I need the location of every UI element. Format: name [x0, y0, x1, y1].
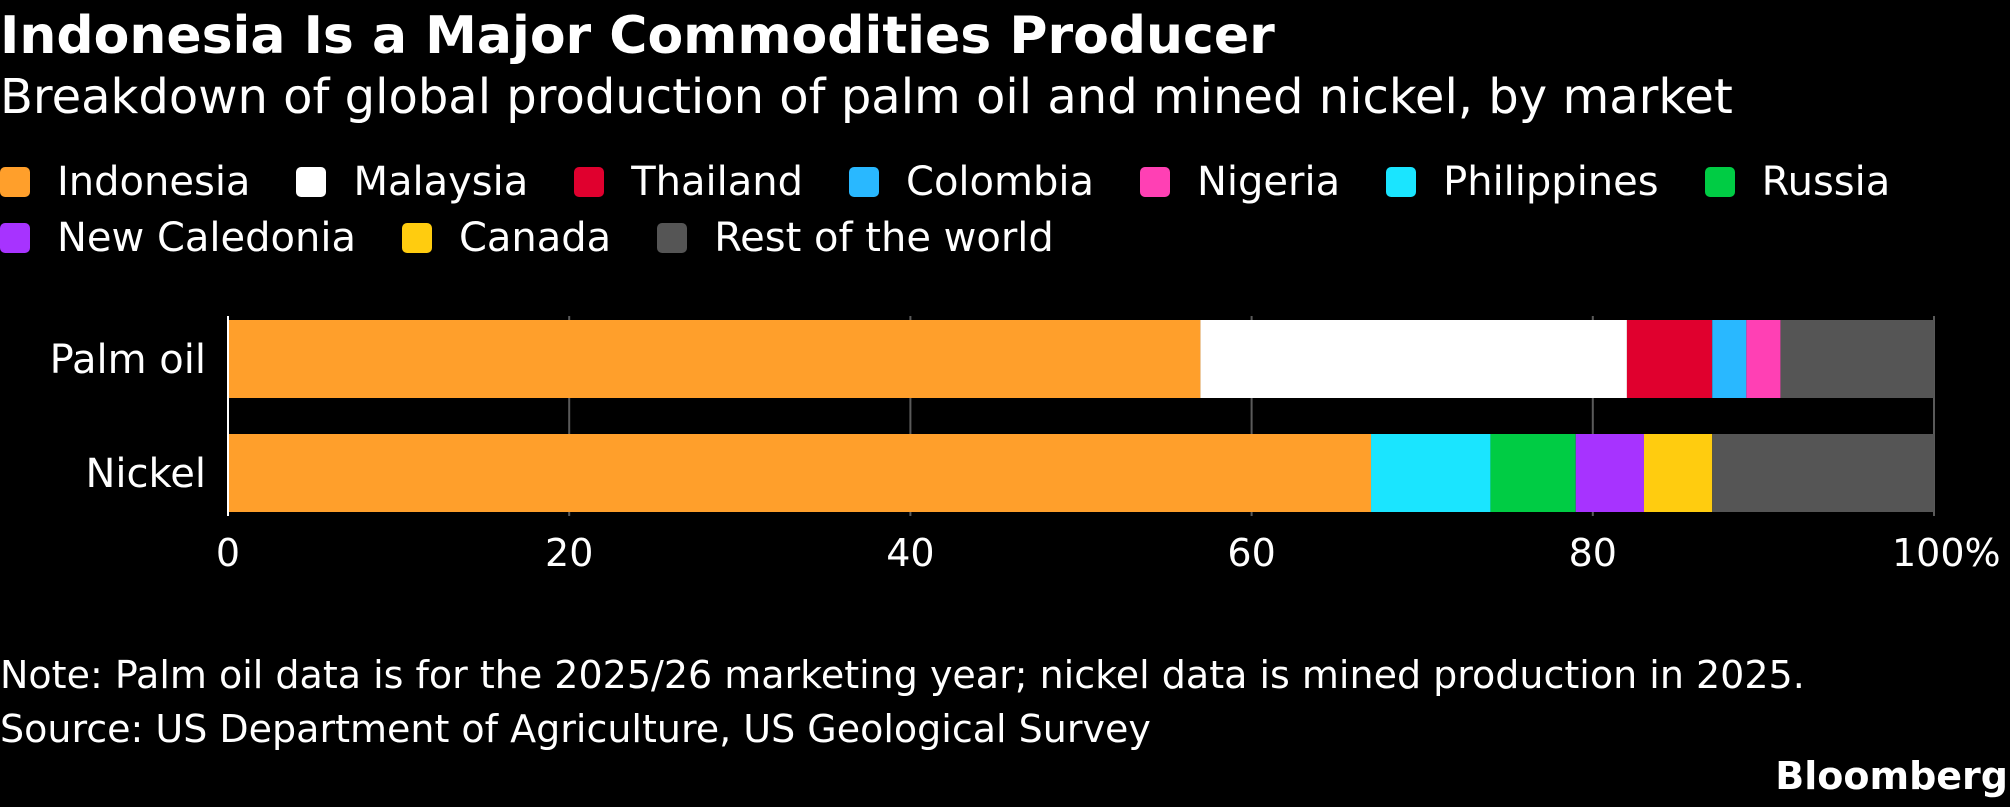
legend-swatch	[1704, 167, 1735, 197]
source-text: Source: US Department of Agriculture, US…	[0, 707, 1151, 751]
tick-label: 40	[886, 531, 934, 575]
tick-label: 80	[1569, 531, 1617, 575]
legend-item: Nigeria	[1139, 159, 1341, 205]
legend-item: Canada	[401, 215, 612, 261]
legend-item: Thailand	[574, 162, 803, 202]
plot-area: Palm oil Nickel 0 20 40 60 80 100%	[0, 300, 2010, 580]
bar-segment	[1371, 434, 1491, 512]
legend-swatch	[574, 167, 605, 197]
legend-label: Philippines	[1443, 159, 1659, 205]
legend-label: Malaysia	[353, 159, 529, 205]
chart-subtitle: Breakdown of global production of palm o…	[0, 69, 1733, 125]
legend-swatch	[849, 167, 880, 197]
bar-segment	[1626, 320, 1713, 398]
legend-swatch	[1139, 167, 1170, 197]
bar-segment	[1575, 434, 1644, 512]
legend-item: Malaysia	[296, 162, 528, 202]
legend-label: Russia	[1761, 159, 1891, 205]
legend-item: Indonesia	[0, 162, 250, 202]
legend-item: Rest of the world	[657, 218, 1054, 258]
legend-label: Indonesia	[57, 159, 251, 205]
legend-label: Colombia	[906, 159, 1094, 205]
tick-label: 20	[545, 531, 593, 575]
bloomberg-logo: Bloomberg	[1775, 754, 2008, 798]
legend-swatch	[296, 167, 327, 197]
category-label: Palm oil	[50, 337, 206, 383]
legend: Indonesia Malaysia Thailand Colombia Nigeria…	[0, 162, 1960, 258]
bar-segment	[228, 434, 1372, 512]
legend-label: Thailand	[631, 159, 804, 205]
legend-item: Philippines	[1386, 162, 1659, 202]
tick-label: 100%	[1892, 531, 2001, 575]
bar-segment	[1200, 320, 1627, 398]
bar-segment	[1780, 320, 1934, 398]
chart-title: Indonesia Is a Major Commodities Produce…	[0, 6, 1275, 66]
legend-item: Russia	[1704, 159, 1891, 205]
legend-swatch	[1386, 167, 1417, 197]
legend-swatch	[401, 223, 432, 253]
bar-segment	[228, 320, 1201, 398]
legend-item: New Caledonia	[0, 218, 356, 258]
legend-swatch	[657, 223, 688, 253]
bar-segment	[1643, 434, 1713, 512]
legend-label: Nigeria	[1196, 159, 1341, 205]
tick-label: 60	[1227, 531, 1275, 575]
bar-segment	[1490, 434, 1576, 512]
bar-segment	[1712, 434, 1934, 512]
tick-label: 0	[216, 531, 240, 575]
legend-swatch	[0, 223, 30, 253]
legend-swatch	[0, 167, 30, 197]
legend-label: Canada	[458, 215, 612, 261]
legend-label: Rest of the world	[714, 215, 1054, 261]
footnote: Note: Palm oil data is for the 2025/26 m…	[0, 648, 1805, 756]
note-text: Note: Palm oil data is for the 2025/26 m…	[0, 653, 1805, 697]
bar-segment	[1712, 320, 1747, 398]
legend-label: New Caledonia	[57, 215, 356, 261]
bar-segment	[1746, 320, 1781, 398]
legend-item: Colombia	[849, 162, 1094, 202]
category-label: Nickel	[86, 451, 207, 497]
